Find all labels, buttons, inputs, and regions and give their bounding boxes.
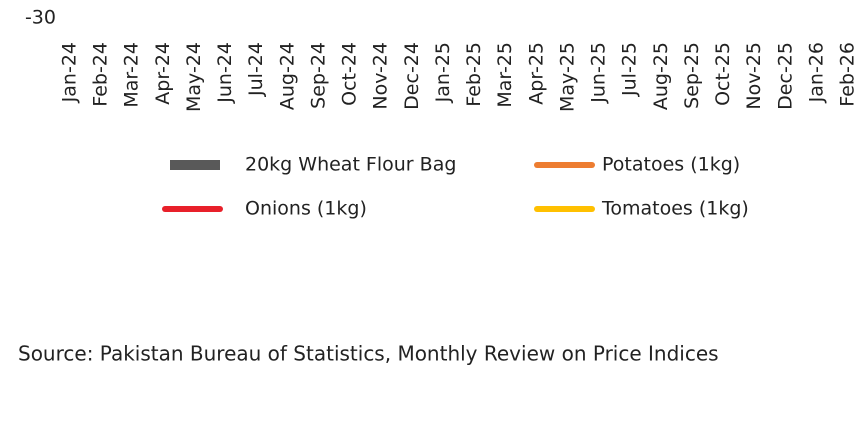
x-tick-label: Sep-24 — [307, 42, 329, 109]
legend-label: 20kg Wheat Flour Bag — [245, 154, 456, 176]
x-tick-label: Jul-24 — [245, 42, 267, 97]
x-tick-label: Apr-24 — [152, 42, 174, 105]
x-tick-label: Jan-25 — [432, 42, 454, 103]
x-tick-label: Jul-25 — [619, 42, 641, 97]
x-tick-label: Feb-25 — [463, 42, 485, 107]
legend-label: Potatoes (1kg) — [602, 154, 740, 176]
x-tick-label: Oct-24 — [339, 42, 361, 106]
x-tick-label: Mar-24 — [121, 42, 143, 108]
legend-label: Tomatoes (1kg) — [601, 198, 749, 220]
y-tick-label: -30 — [25, 7, 56, 29]
legend-label: Onions (1kg) — [245, 198, 367, 220]
x-tick-label: Jan-26 — [805, 42, 827, 103]
x-tick-label: Dec-24 — [401, 42, 423, 110]
x-tick-label: Apr-25 — [525, 42, 547, 105]
x-tick-label: Jun-25 — [588, 42, 610, 104]
x-tick-label: Sep-25 — [681, 42, 703, 109]
x-tick-label: Nov-25 — [743, 42, 765, 110]
x-tick-label: Nov-24 — [370, 42, 392, 110]
x-tick-label: May-24 — [183, 42, 205, 112]
x-tick-label: Aug-25 — [650, 42, 672, 110]
x-tick-label: Aug-24 — [276, 42, 298, 110]
x-tick-label: May-25 — [556, 42, 578, 112]
x-tick-label: Feb-26 — [837, 42, 859, 107]
x-tick-label: Feb-24 — [90, 42, 112, 107]
x-tick-label: Dec-25 — [774, 42, 796, 110]
source-note: Source: Pakistan Bureau of Statistics, M… — [18, 342, 719, 366]
x-tick-label: Oct-25 — [712, 42, 734, 106]
legend-swatch — [170, 160, 220, 170]
x-tick-label: Jun-24 — [214, 42, 236, 104]
x-tick-label: Mar-25 — [494, 42, 516, 108]
x-tick-label: Jan-24 — [59, 42, 81, 103]
